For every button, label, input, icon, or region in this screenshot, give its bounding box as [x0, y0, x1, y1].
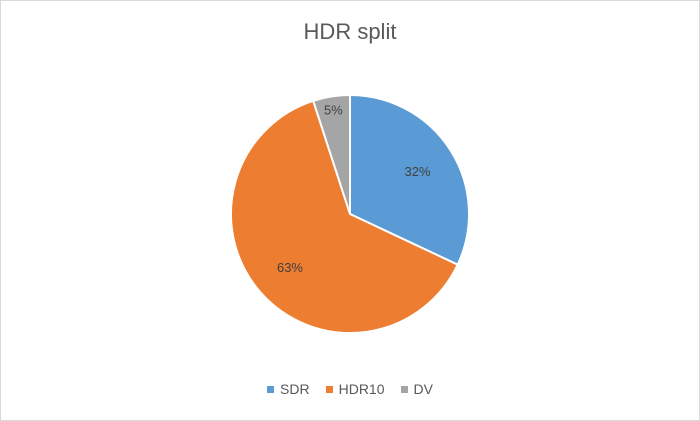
pie-slice-sdr [349, 94, 470, 266]
legend-swatch-dv [400, 385, 408, 393]
legend-item-sdr: SDR [267, 381, 310, 397]
legend-label-sdr: SDR [280, 381, 310, 397]
legend-item-dv: DV [400, 381, 433, 397]
data-label-dv: 5% [324, 102, 343, 117]
legend-item-hdr10: HDR10 [325, 381, 385, 397]
data-label-hdr10: 63% [277, 260, 303, 275]
chart-title: HDR split [303, 19, 397, 44]
pie-slice-dv [312, 94, 351, 215]
data-label-sdr: 32% [405, 164, 431, 179]
legend-label-dv: DV [413, 381, 433, 397]
pie-slice-hdr10 [230, 99, 459, 334]
legend-swatch-hdr10 [325, 385, 333, 393]
legend-swatch-sdr [267, 385, 275, 393]
legend-label-hdr10: HDR10 [338, 381, 385, 397]
legend: SDR HDR10 DV [1, 381, 699, 397]
